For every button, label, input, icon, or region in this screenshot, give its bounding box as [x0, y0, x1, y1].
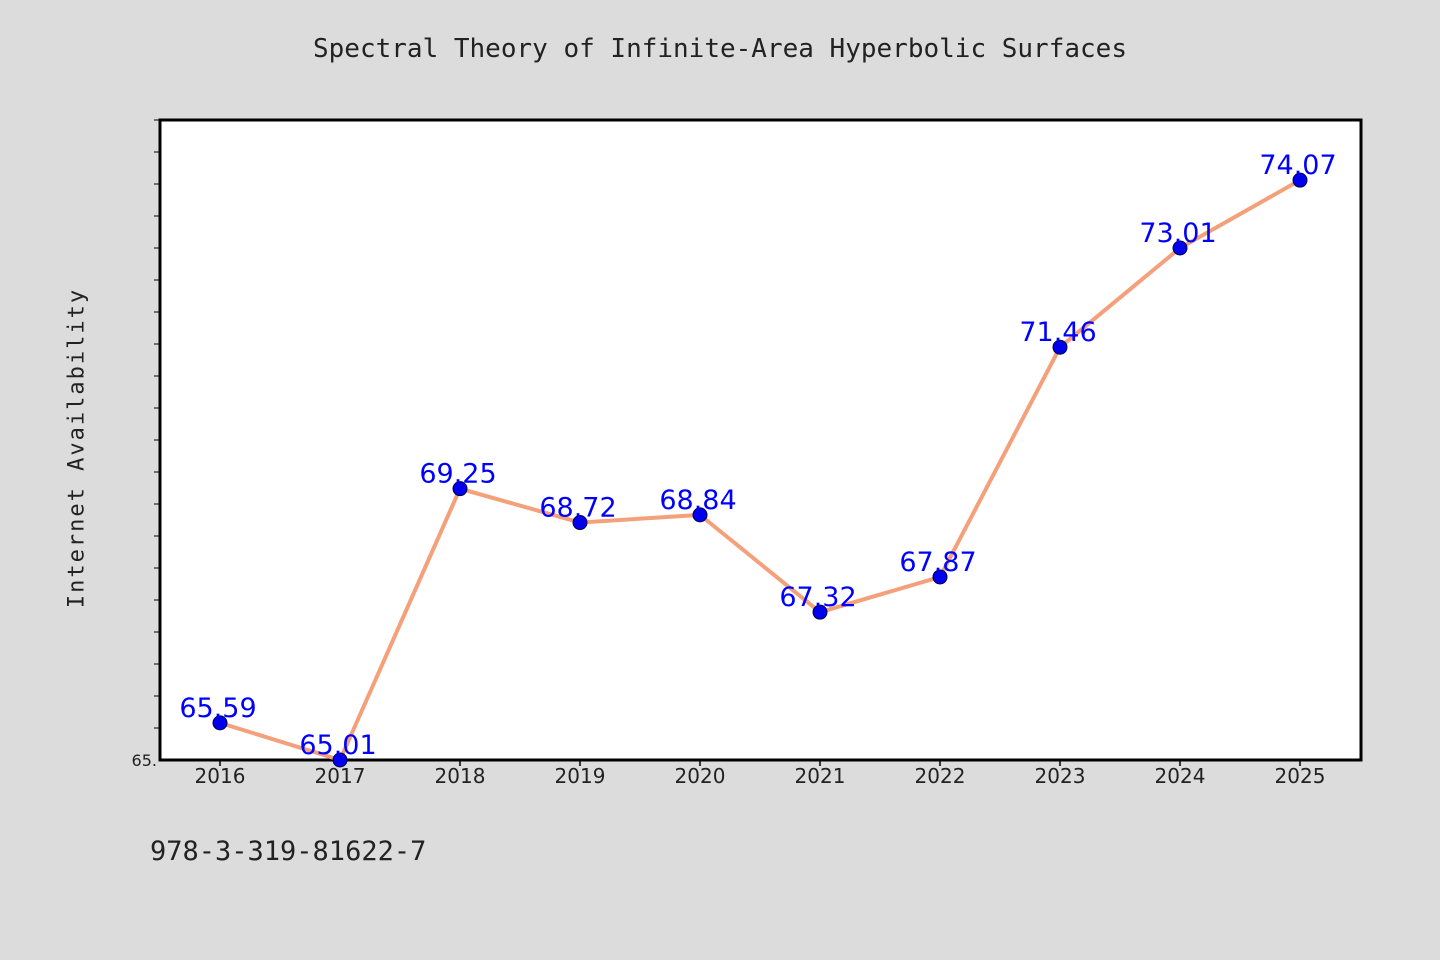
data-point	[332, 752, 348, 768]
x-tick-label: 2016	[195, 764, 246, 788]
data-point	[932, 569, 948, 585]
data-point	[452, 481, 468, 497]
plot-frame	[158, 118, 1363, 762]
data-label: 74.07	[1259, 150, 1336, 181]
data-point	[212, 715, 228, 731]
x-tick-label: 2019	[555, 764, 606, 788]
data-point	[1292, 172, 1308, 188]
x-tick-label: 2018	[435, 764, 486, 788]
data-label: 65.01	[299, 730, 376, 761]
x-tick-label: 2023	[1035, 764, 1086, 788]
x-tick-label: 2022	[915, 764, 966, 788]
data-point	[812, 604, 828, 620]
x-tick-label: 2017	[315, 764, 366, 788]
data-label: 67.87	[899, 547, 976, 578]
data-label: 65.59	[179, 693, 256, 724]
x-tick-label: 2024	[1155, 764, 1206, 788]
data-label: 68.84	[659, 485, 736, 516]
data-label: 73.01	[1139, 218, 1216, 249]
chart-title: Spectral Theory of Infinite-Area Hyperbo…	[313, 34, 1127, 64]
footer-isbn: 978-3-319-81622-7	[150, 836, 427, 867]
data-point	[1052, 339, 1068, 355]
series-line	[219, 178, 1301, 762]
data-point	[692, 507, 708, 523]
data-point	[572, 515, 588, 531]
x-tick-label: 2025	[1275, 764, 1326, 788]
x-tick-label: 2020	[675, 764, 726, 788]
data-label: 69.25	[419, 459, 496, 490]
data-label: 71.46	[1019, 317, 1096, 348]
y-tick-label: 65.	[132, 751, 157, 770]
x-tick-label: 2021	[795, 764, 846, 788]
data-label: 67.32	[779, 582, 856, 613]
data-point	[1172, 240, 1188, 256]
data-label: 68.72	[539, 493, 616, 524]
